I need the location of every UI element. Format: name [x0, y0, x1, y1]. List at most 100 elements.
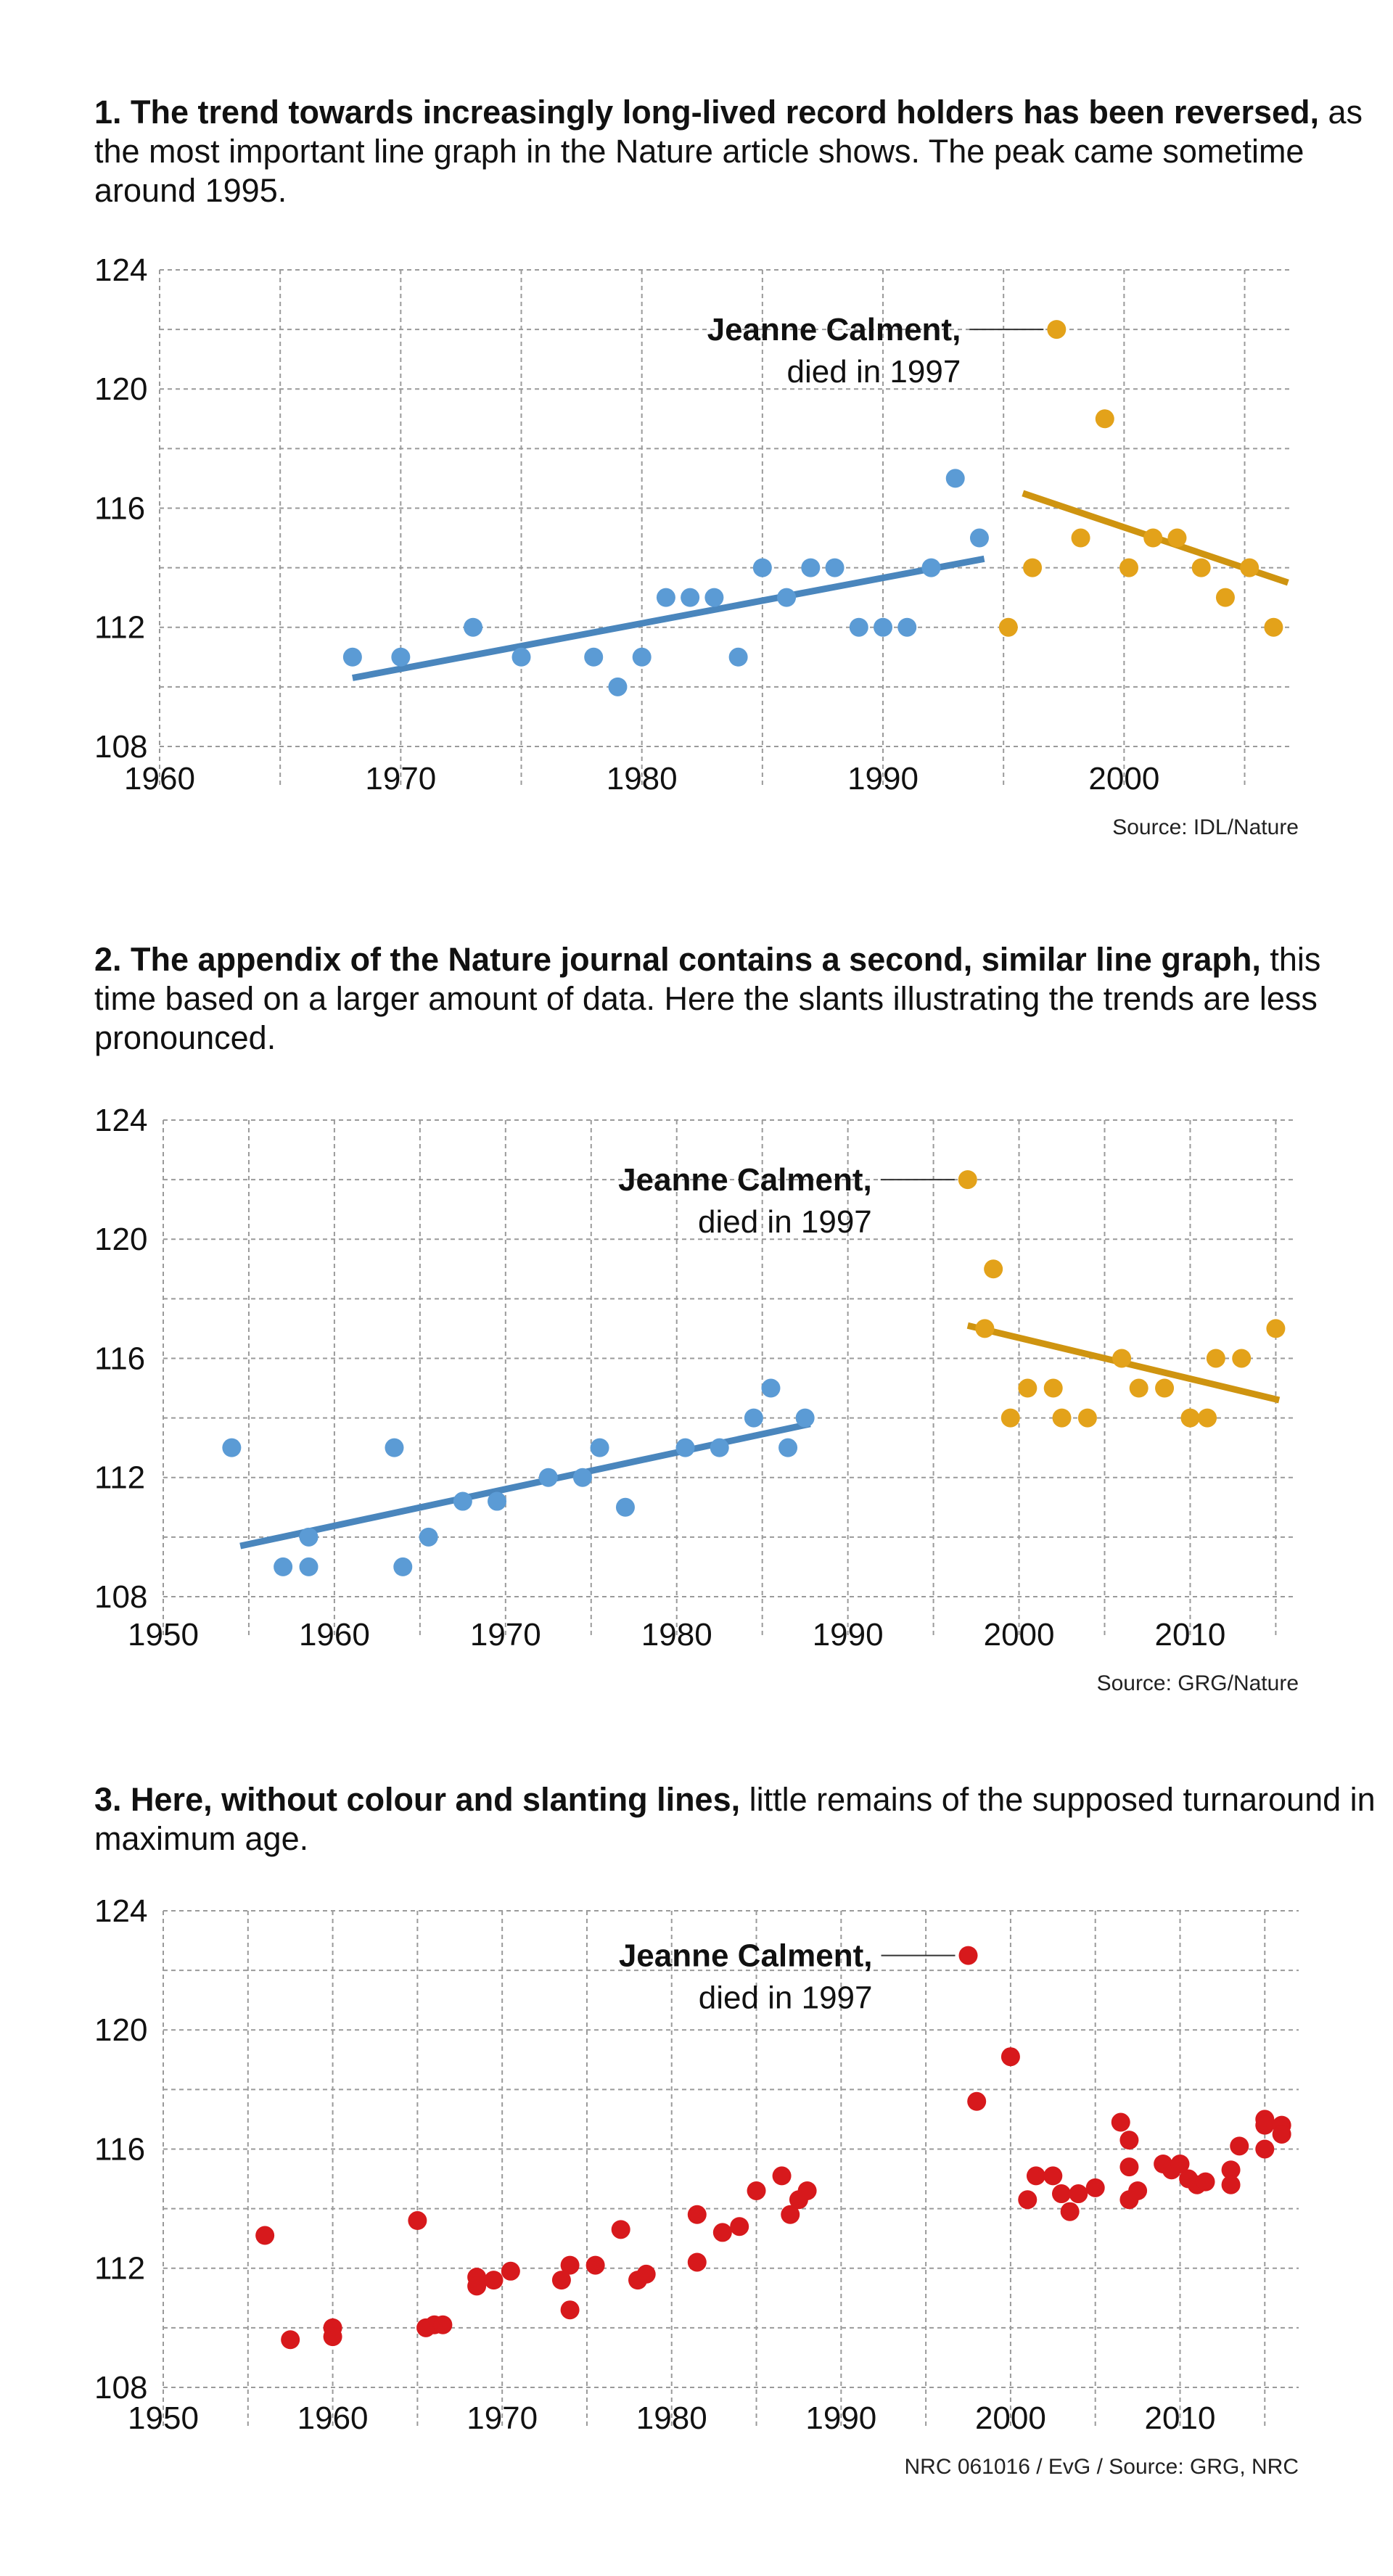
data-point-red [958, 1946, 978, 1965]
data-point-blue [590, 1438, 609, 1457]
data-point-gold [1018, 1378, 1037, 1398]
data-point-gold [1023, 558, 1043, 577]
data-point-blue [849, 617, 868, 637]
data-point-gold [1191, 558, 1211, 577]
section-1-heading-text: as the most important line graph in the … [94, 94, 1363, 209]
data-point-red [747, 2181, 766, 2200]
data-point-gold [1206, 1349, 1225, 1368]
section-1-heading-bold: 1. The trend towards increasingly long-l… [94, 94, 1320, 131]
y-tick-label: 108 [94, 729, 147, 765]
data-point-blue [538, 1468, 558, 1487]
data-point-blue [608, 677, 628, 696]
annotation-text: died in 1997 [699, 1980, 873, 2016]
y-tick-label: 112 [94, 2251, 145, 2287]
data-point-red [1119, 2157, 1139, 2177]
data-point-gold [998, 617, 1018, 637]
x-tick-label: 1950 [128, 2400, 199, 2436]
data-point-red [797, 2181, 817, 2200]
data-point-red [712, 2223, 732, 2242]
data-point-gold [1198, 1408, 1217, 1428]
data-point-red [484, 2271, 504, 2290]
data-point-red [611, 2220, 630, 2239]
y-tick-label: 116 [94, 490, 145, 526]
data-point-red [1018, 2190, 1037, 2210]
x-tick-label: 2000 [1088, 761, 1159, 797]
data-point-blue [632, 647, 652, 667]
data-point-gold [1232, 1349, 1252, 1368]
data-point-gold [1240, 558, 1260, 577]
y-tick-label: 124 [94, 252, 147, 288]
data-point-blue [710, 1438, 729, 1457]
data-point-blue [222, 1438, 242, 1457]
y-tick-label: 120 [94, 2012, 147, 2048]
data-point-red [1128, 2181, 1148, 2200]
x-tick-label: 1990 [805, 2400, 876, 2436]
section-2-heading: 2. The appendix of the Nature journal co… [94, 940, 1386, 1058]
data-point-gold [1119, 558, 1139, 577]
y-tick-label: 112 [94, 610, 145, 646]
data-point-red [687, 2205, 707, 2224]
data-point-red [281, 2330, 300, 2350]
data-point-blue [391, 647, 411, 667]
data-point-red [560, 2255, 580, 2275]
data-point-gold [1077, 1408, 1097, 1428]
y-tick-label: 116 [94, 1341, 145, 1376]
section-3-heading-bold: 3. Here, without colour and slanting lin… [94, 1781, 741, 1818]
data-point-red [1069, 2184, 1088, 2204]
trend-line-blue [352, 555, 985, 681]
data-point-blue [299, 1527, 319, 1547]
data-point-red [433, 2315, 453, 2334]
data-point-gold [1266, 1319, 1286, 1338]
data-point-red [781, 2205, 800, 2224]
data-point-gold [975, 1319, 995, 1338]
source-note: Source: GRG/Nature [1097, 1671, 1299, 1695]
data-point-blue [393, 1557, 413, 1576]
x-tick-label: 2010 [1155, 1617, 1226, 1653]
data-point-gold [1264, 617, 1283, 637]
x-tick-label: 1970 [467, 2400, 538, 2436]
data-point-blue [681, 588, 700, 607]
data-point-red [560, 2300, 580, 2320]
data-point-blue [464, 617, 483, 637]
annotation-text: died in 1997 [787, 354, 961, 390]
chart-3: 108 112 116 120 124 1950 1960 1970 1980 1990 2000 2… [94, 1893, 1299, 2479]
y-tick-label: 124 [94, 1103, 147, 1138]
data-point-blue [825, 558, 845, 577]
data-point-blue [752, 558, 772, 577]
data-point-gold [1047, 320, 1067, 340]
data-point-gold [1129, 1378, 1148, 1398]
y-tick-label: 120 [94, 371, 147, 407]
data-point-gold [1071, 528, 1090, 548]
data-point-blue [874, 617, 893, 637]
x-tick-label: 1960 [299, 1617, 370, 1653]
data-point-blue [801, 558, 821, 577]
data-point-blue [511, 647, 531, 667]
data-point-gold [1043, 1378, 1063, 1398]
data-point-red [501, 2261, 520, 2281]
data-point-blue [897, 617, 917, 637]
data-point-blue [656, 588, 675, 607]
data-point-blue [584, 647, 604, 667]
annotation-name: Jeanne Calment, [618, 1162, 872, 1198]
data-point-red [467, 2276, 487, 2296]
y-tick-label: 108 [94, 1579, 147, 1615]
data-point-blue [778, 1438, 798, 1457]
data-point-blue [385, 1438, 404, 1457]
data-point-gold [1180, 1408, 1200, 1428]
data-point-blue [453, 1491, 472, 1511]
data-point-red [687, 2252, 707, 2272]
data-point-blue [969, 528, 989, 548]
annotation-name: Jeanne Calment, [707, 312, 961, 347]
section-3-heading: 3. Here, without colour and slanting lin… [94, 1780, 1386, 1859]
data-point-gold [1155, 1378, 1175, 1398]
x-tick-label: 1980 [641, 1617, 712, 1653]
data-point-red [1230, 2136, 1249, 2156]
x-tick-label: 1970 [470, 1617, 541, 1653]
data-point-blue [274, 1557, 293, 1576]
data-point-blue [675, 1438, 695, 1457]
data-point-red [551, 2271, 571, 2290]
data-point-gold [958, 1170, 977, 1190]
x-tick-label: 2010 [1145, 2400, 1216, 2436]
data-point-blue [744, 1408, 763, 1428]
data-point-blue [299, 1557, 319, 1576]
